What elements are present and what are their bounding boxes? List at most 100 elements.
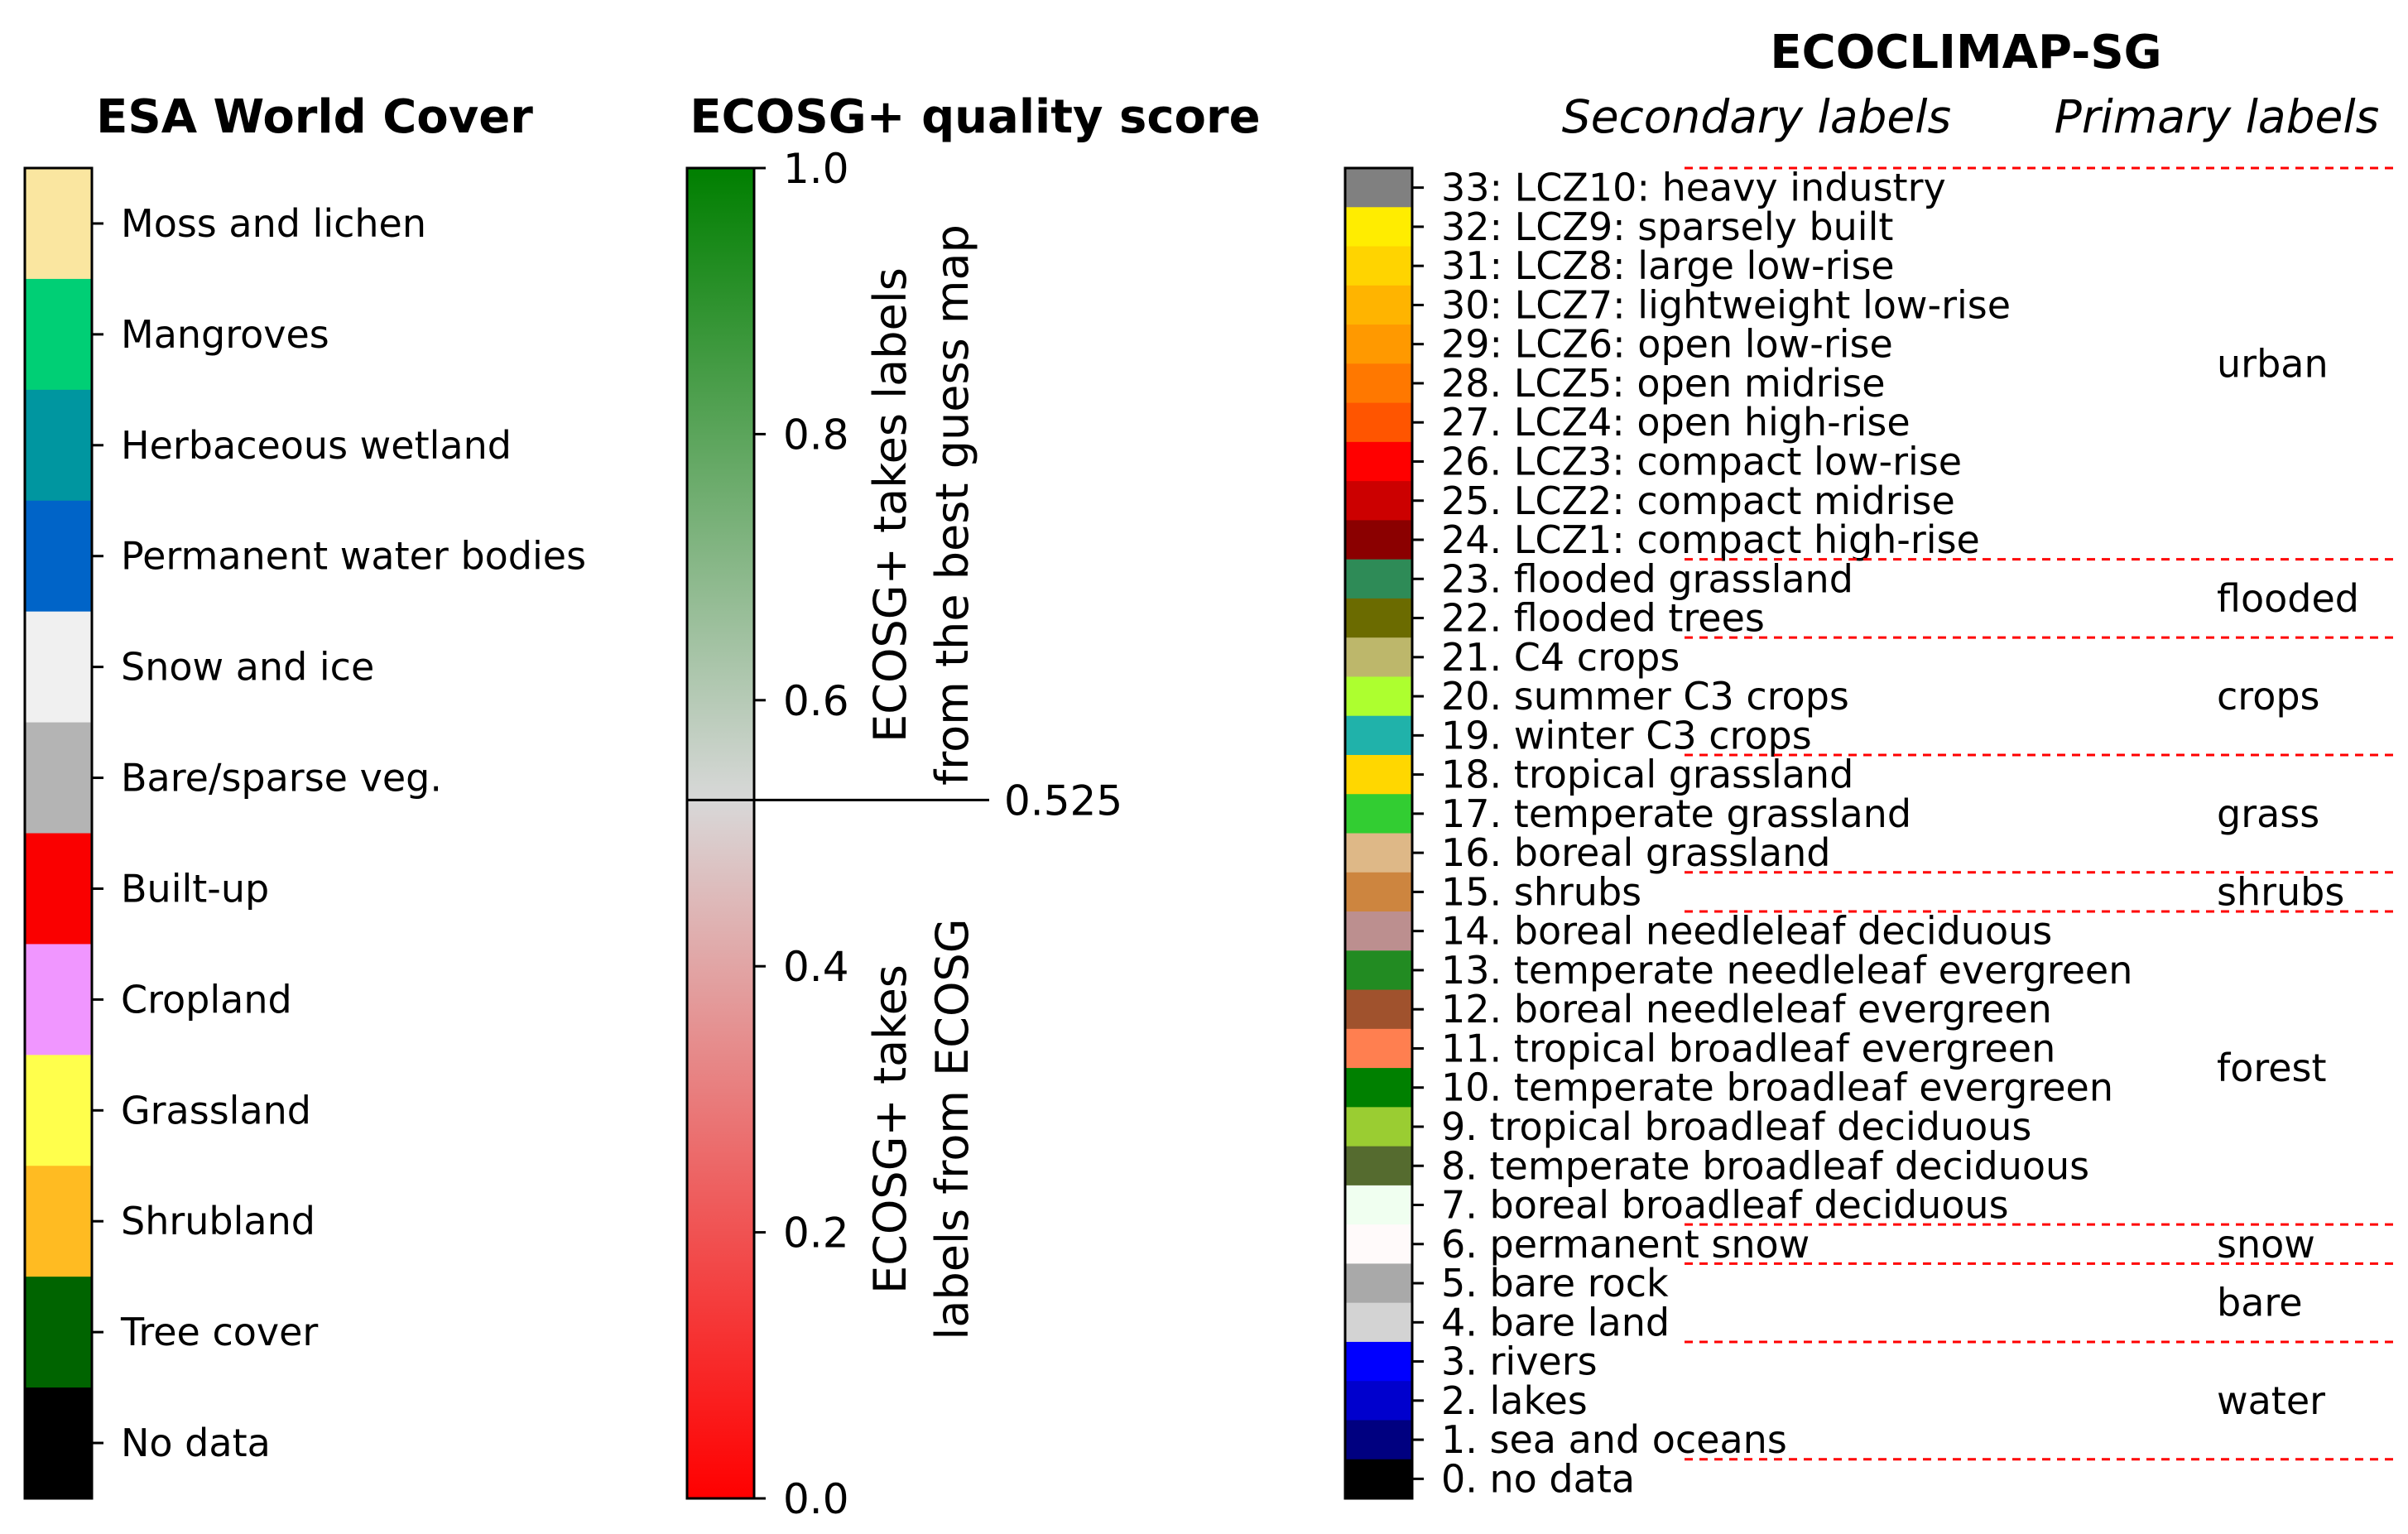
ecosg-swatch [1345,246,1412,286]
ecosg-swatch [1345,285,1412,325]
ecosg-class-label: 29: LCZ6: open low-rise [1441,322,1893,367]
ecosg-swatch [1345,1028,1412,1069]
ecosg-class-label: 31: LCZ8: large low-rise [1441,243,1895,288]
ecosg-swatch [1345,1302,1412,1343]
esa-swatch [25,500,92,613]
primary-group-label: bare [2217,1281,2303,1325]
upper-annotation-line1: ECOSG+ takes labels [864,267,916,743]
ecosg-swatch [1345,598,1412,638]
esa-class-label: Shrubland [121,1199,315,1243]
ecosg-swatch [1345,833,1412,873]
ecosg-class-label: 9. tropical broadleaf deciduous [1441,1104,2031,1149]
primary-group-label: crops [2217,674,2320,719]
ecosg-class-label: 28. LCZ5: open midrise [1441,361,1886,406]
primary-group-label: shrubs [2217,869,2344,914]
ecosg-title: ECOCLIMAP-SG [1770,26,2161,79]
quality-tick-label: 0.0 [783,1475,849,1523]
ecosg-swatch [1345,1185,1412,1225]
ecosg-swatch [1345,715,1412,756]
esa-class-label: Cropland [121,977,292,1022]
ecosg-class-label: 32: LCZ9: sparsely built [1441,204,1893,249]
primary-group-label: grass [2217,791,2319,836]
ecosg-swatch [1345,1459,1412,1499]
ecosg-swatch [1345,1420,1412,1460]
ecosg-class-label: 22. flooded trees [1441,596,1765,641]
ecosg-swatch [1345,520,1412,560]
ecosg-swatch [1345,481,1412,521]
esa-colorbar: Moss and lichen Mangroves Herbaceous wetla… [23,166,586,1500]
ecosg-swatch [1345,676,1412,717]
quality-tick-label: 0.4 [783,943,849,991]
ecosg-class-label: 20. summer C3 crops [1441,674,1849,719]
ecosg-swatch [1345,872,1412,912]
ecosg-swatch [1345,402,1412,443]
ecosg-class-label: 12. boreal needleleaf evergreen [1441,987,2052,1031]
quality-tick-label: 0.2 [783,1209,849,1257]
esa-swatch [25,1166,92,1277]
esa-class-label: Grassland [121,1088,311,1132]
esa-swatch [25,1277,92,1388]
esa-swatch [25,168,92,280]
esa-class-label: Herbaceous wetland [121,423,512,468]
ecosg-swatch [1345,637,1412,678]
ecosg-swatch [1345,754,1412,795]
esa-class-label: Mangroves [121,312,329,357]
ecosg-class-label: 15. shrubs [1441,869,1641,914]
ecosg-swatch [1345,325,1412,364]
upper-annotation-line2: from the best guess map [926,224,978,786]
esa-class-label: Moss and lichen [121,201,426,246]
primary-group-label: snow [2217,1222,2315,1267]
ecosg-class-label: 10. temperate broadleaf evergreen [1441,1065,2113,1110]
ecosg-class-label: 26. LCZ3: compact low-rise [1441,439,1962,483]
quality-tick-label: 1.0 [783,145,849,193]
ecosg-class-label: 4. bare land [1441,1300,1670,1344]
ecosg-swatch [1345,441,1412,482]
ecosg-swatch [1345,1068,1412,1108]
primary-group-label: forest [2217,1046,2327,1090]
ecosg-swatch [1345,1263,1412,1304]
ecosg-class-label: 11. tropical broadleaf evergreen [1441,1026,2055,1070]
esa-swatch [25,944,92,1056]
ecosg-class-label: 7. boreal broadleaf deciduous [1441,1183,2009,1228]
ecosg-class-label: 23. flooded grassland [1441,556,1853,601]
esa-swatch [25,1055,92,1166]
ecosg-class-label: 1. sea and oceans [1441,1417,1787,1462]
ecosg-class-label: 33: LCZ10: heavy industry [1441,166,1946,210]
esa-class-label: No data [121,1421,271,1465]
ecosg-class-label: 5. bare rock [1441,1261,1669,1306]
esa-class-label: Permanent water bodies [121,534,586,579]
quality-tick-label: 0.6 [783,677,849,725]
ecosg-swatch [1345,950,1412,991]
quality-tick-label: 0.8 [783,411,849,459]
esa-class-label: Tree cover [120,1310,318,1354]
ecosg-class-label: 24. LCZ1: compact high-rise [1441,517,1980,562]
esa-swatch [25,389,92,502]
ecosg-swatch [1345,794,1412,834]
ecosg-class-label: 0. no data [1441,1456,1635,1501]
esa-title: ESA World Cover [96,90,533,144]
esa-swatch [25,278,92,391]
ecosg-swatch [1345,1224,1412,1265]
secondary-labels-header: Secondary labels [1562,90,1951,143]
primary-group-label: water [2217,1378,2325,1423]
quality-gradient-bar [685,166,756,1500]
ecosg-bar-frame [1343,166,1414,1500]
ecosg-swatch [1345,911,1412,951]
ecosg-class-label: 14. boreal needleleaf deciduous [1441,909,2052,954]
ecosg-swatch [1345,989,1412,1030]
ecosg-class-label: 27. LCZ4: open high-rise [1441,400,1911,445]
ecosg-swatch [1345,1341,1412,1382]
esa-swatch [25,1387,92,1499]
ecosg-swatch [1345,1381,1412,1421]
esa-class-label: Snow and ice [121,645,374,690]
threshold-label: 0.525 [1004,777,1122,825]
ecosg-class-label: 3. rivers [1441,1339,1598,1384]
ecosg-swatch [1345,1146,1412,1186]
ecosg-swatch [1345,559,1412,599]
lower-annotation-line2: labels from ECOSG [926,918,978,1339]
ecosg-swatch [1345,207,1412,248]
ecosg-class-label: 8. temperate broadleaf deciduous [1441,1143,2089,1188]
ecosg-class-label: 25. LCZ2: compact midrise [1441,478,1955,523]
esa-swatch [25,833,92,945]
